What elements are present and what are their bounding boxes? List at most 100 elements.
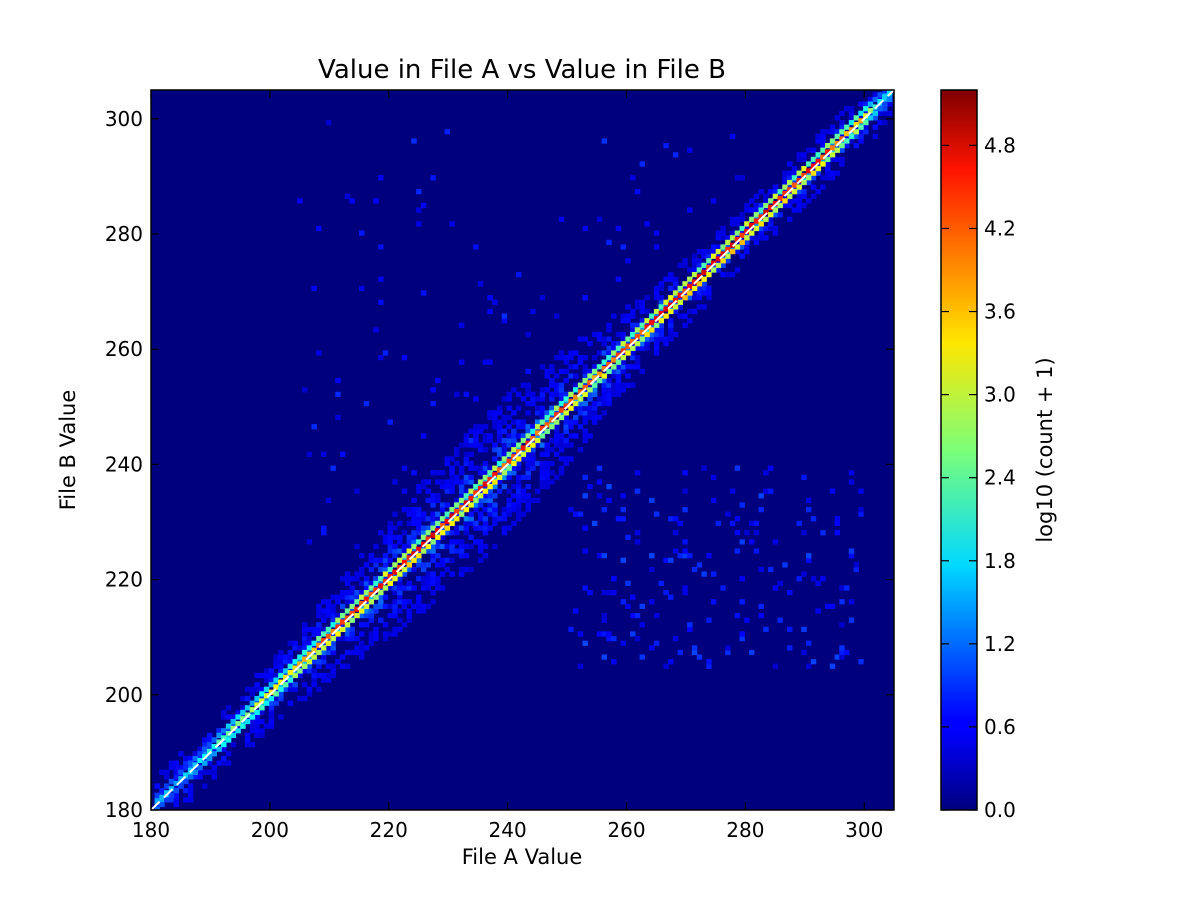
heatmap-cell: [173, 792, 179, 798]
heatmap-cell: [259, 732, 265, 738]
heatmap-cell: [344, 571, 351, 577]
heatmap-cell: [834, 115, 840, 121]
heatmap-cell: [206, 769, 213, 775]
heatmap-cell: [777, 189, 783, 195]
heatmap-cell: [573, 382, 579, 388]
heatmap-cell: [416, 608, 422, 614]
heatmap-cell: [477, 497, 484, 503]
heatmap-cell: [244, 737, 251, 743]
heatmap-cell: [506, 437, 512, 444]
heatmap-cell: [668, 285, 674, 291]
heatmap-cell: [839, 654, 845, 660]
heatmap-cell: [729, 488, 736, 494]
heatmap-cell: [696, 295, 703, 301]
heatmap-cell: [273, 654, 279, 660]
heatmap-cell: [853, 133, 859, 139]
heatmap-cell: [325, 497, 332, 503]
heatmap-cell: [630, 631, 636, 637]
heatmap-cell: [458, 442, 465, 448]
heatmap-cell: [596, 414, 603, 421]
heatmap-cell: [806, 198, 812, 204]
heatmap-cell: [844, 649, 850, 656]
heatmap-cell: [568, 364, 574, 370]
heatmap-cell: [611, 313, 617, 319]
heatmap-cell: [815, 166, 821, 172]
heatmap-cell: [221, 760, 227, 766]
heatmap-cell: [449, 548, 455, 554]
x-axis-label: File A Value: [462, 845, 583, 869]
heatmap-cell: [187, 765, 194, 771]
heatmap-cell: [620, 557, 626, 563]
heatmap-cell: [420, 580, 427, 586]
heatmap-cell: [473, 442, 479, 448]
colorbar-tick-label: 4.2: [984, 216, 1016, 240]
heatmap-cell: [592, 331, 598, 338]
heatmap-cell: [668, 327, 674, 333]
heatmap-cell: [525, 456, 531, 462]
heatmap-cell: [834, 133, 840, 139]
heatmap-cell: [815, 158, 821, 164]
heatmap-cell: [492, 419, 498, 425]
heatmap-cell: [573, 433, 579, 439]
heatmap-cell: [839, 124, 845, 130]
heatmap-cell: [468, 516, 474, 522]
heatmap-cell: [401, 543, 408, 550]
heatmap-cell: [463, 493, 470, 499]
heatmap-cell: [544, 422, 550, 428]
heatmap-cell: [729, 235, 736, 241]
heatmap-cell: [420, 608, 427, 614]
heatmap-cell: [554, 391, 560, 397]
heatmap-cell: [672, 285, 679, 291]
heatmap-cell: [563, 410, 569, 416]
heatmap-cell: [473, 520, 479, 526]
heatmap-cell: [587, 414, 593, 421]
heatmap-cell: [558, 355, 565, 361]
heatmap-cell: [592, 419, 598, 425]
heatmap-cell: [768, 216, 774, 222]
heatmap-cell: [330, 663, 336, 669]
heatmap-cell: [511, 465, 517, 471]
heatmap-cell: [815, 170, 821, 176]
heatmap-cell: [539, 425, 546, 431]
heatmap-cell: [582, 336, 588, 342]
heatmap-cell: [473, 244, 479, 250]
heatmap-cell: [401, 355, 408, 361]
heatmap-cell: [729, 272, 736, 278]
heatmap-cell: [411, 530, 417, 536]
heatmap-cell: [725, 649, 731, 656]
colorbar-ticks: 0.00.61.21.82.43.03.64.24.8: [941, 133, 1016, 822]
heatmap-cell: [601, 382, 607, 388]
heatmap-cell: [506, 507, 512, 513]
heatmap-cell: [173, 769, 179, 775]
heatmap-cell: [858, 133, 864, 139]
heatmap-cell: [468, 465, 474, 471]
heatmap-cell: [477, 548, 484, 554]
heatmap-cell: [221, 755, 227, 762]
heatmap-cell: [359, 654, 365, 660]
heatmap-cell: [634, 304, 641, 310]
heatmap-cell: [634, 364, 641, 370]
heatmap-cell: [477, 539, 484, 545]
heatmap-cell: [340, 594, 346, 600]
heatmap-cell: [463, 507, 470, 513]
heatmap-cell: [473, 424, 479, 430]
heatmap-cell: [520, 433, 527, 439]
heatmap-cell: [268, 705, 275, 711]
heatmap-cell: [820, 161, 826, 167]
heatmap-cell: [810, 175, 817, 181]
heatmap-cell: [206, 748, 213, 755]
heatmap-cell: [420, 566, 427, 573]
heatmap-cell: [606, 631, 612, 637]
heatmap-cell: [506, 451, 512, 457]
heatmap-cell: [259, 691, 265, 697]
heatmap-cell: [302, 640, 308, 646]
heatmap-cell: [492, 442, 498, 448]
heatmap-cell: [325, 608, 332, 614]
heatmap-cell: [230, 719, 236, 725]
heatmap-cell: [382, 622, 389, 628]
heatmap-cell: [749, 539, 755, 545]
heatmap-cell: [691, 649, 698, 656]
heatmap-cell: [344, 590, 351, 596]
heatmap-cell: [492, 502, 498, 508]
